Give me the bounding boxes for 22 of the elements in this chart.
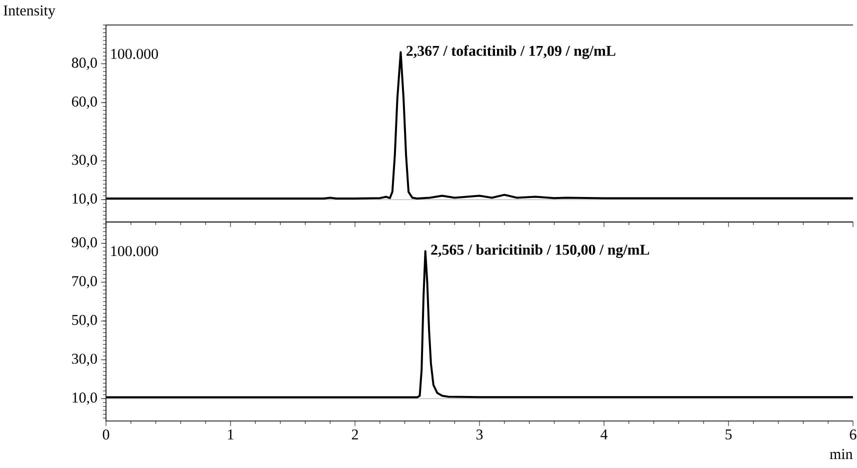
y-tick-label: 80,0 [72,58,97,70]
y-tick-label: 50,0 [72,314,97,328]
y-axis-title: Intensity [4,5,56,19]
y-tick-label: 30,0 [72,154,97,167]
annotation: 100.000 [111,246,158,256]
annotation: 100.000 [111,48,158,59]
x-tick-label: 2 [352,430,358,440]
annotation: 2,565 / baricitinib / 150,00 / ng/mL [431,244,650,258]
annotation: 2,367 / tofacitinib / 17,09 / ng/mL [406,45,616,60]
x-axis-title: min [830,449,853,459]
x-tick-label: 6 [850,430,856,440]
y-tick-label: 70,0 [72,276,97,288]
y-tick-label: 10,0 [72,392,97,405]
x-tick-label: 4 [600,430,608,440]
y-tick-label: 30,0 [72,354,97,366]
x-tick-label: 0 [102,430,110,440]
x-tick-label: 3 [476,430,483,440]
y-tick-label: 60,0 [72,96,97,109]
y-tick-label: 10,0 [72,194,97,206]
y-tick-label: 90,0 [72,237,97,250]
x-tick-label: 1 [228,430,234,440]
x-tick-label: 5 [726,430,732,440]
